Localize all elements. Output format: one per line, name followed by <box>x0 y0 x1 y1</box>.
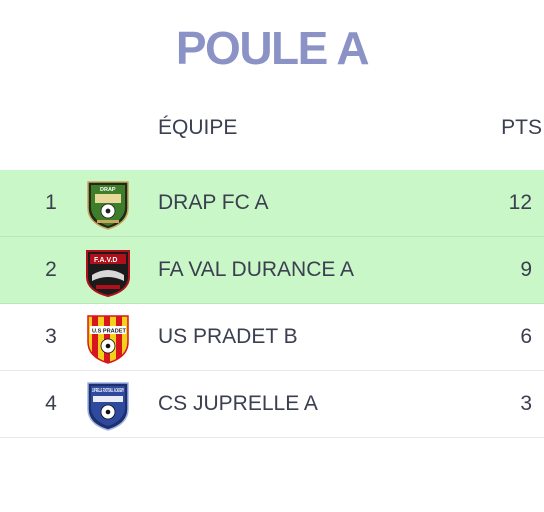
cs-juprelle-crest-icon: JUPRELLE FOOTBALL ACADEMY <box>87 382 129 431</box>
team-name: DRAP FC A <box>158 191 269 214</box>
rank-cell: 4 <box>45 392 57 415</box>
team-name: CS JUPRELLE A <box>158 392 318 415</box>
table-row[interactable]: 3 U.S PRADET US PRADE <box>0 304 544 371</box>
us-pradet-crest-icon: U.S PRADET <box>87 315 129 364</box>
page-title: POULE A <box>175 22 370 74</box>
table-row[interactable]: 2 F.A.V.D FA VAL DURANCE A 9 <box>0 237 544 304</box>
rank-cell: 1 <box>45 191 57 214</box>
points-cell: 6 <box>520 325 532 348</box>
rank-cell: 2 <box>45 258 57 281</box>
points-cell: 9 <box>520 258 532 281</box>
points-column-header: PTS <box>501 116 542 139</box>
svg-text:F.A.V.D: F.A.V.D <box>94 257 117 264</box>
team-name: US PRADET B <box>158 325 298 348</box>
points-cell: 3 <box>520 392 532 415</box>
fa-val-durance-crest-icon: F.A.V.D <box>86 250 130 297</box>
svg-text:JUPRELLE FOOTBALL ACADEMY: JUPRELLE FOOTBALL ACADEMY <box>92 388 124 394</box>
team-column-header: ÉQUIPE <box>158 116 238 139</box>
points-cell: 12 <box>508 191 532 214</box>
table-row[interactable]: 4 JUPRELLE FOOTBALL ACADEMY CS JUPRELLE … <box>0 371 544 438</box>
svg-text:DRAP: DRAP <box>100 187 116 193</box>
rank-cell: 3 <box>45 325 57 348</box>
svg-text:U.S PRADET: U.S PRADET <box>92 329 126 335</box>
drap-fc-crest-icon: DRAP <box>87 181 129 230</box>
standings-table: 1 DRAP DRAP FC A 12 2 F.A.V.D <box>0 170 544 438</box>
table-row[interactable]: 1 DRAP DRAP FC A 12 <box>0 170 544 237</box>
table-header: ÉQUIPE PTS <box>0 106 544 150</box>
team-name: FA VAL DURANCE A <box>158 258 355 281</box>
